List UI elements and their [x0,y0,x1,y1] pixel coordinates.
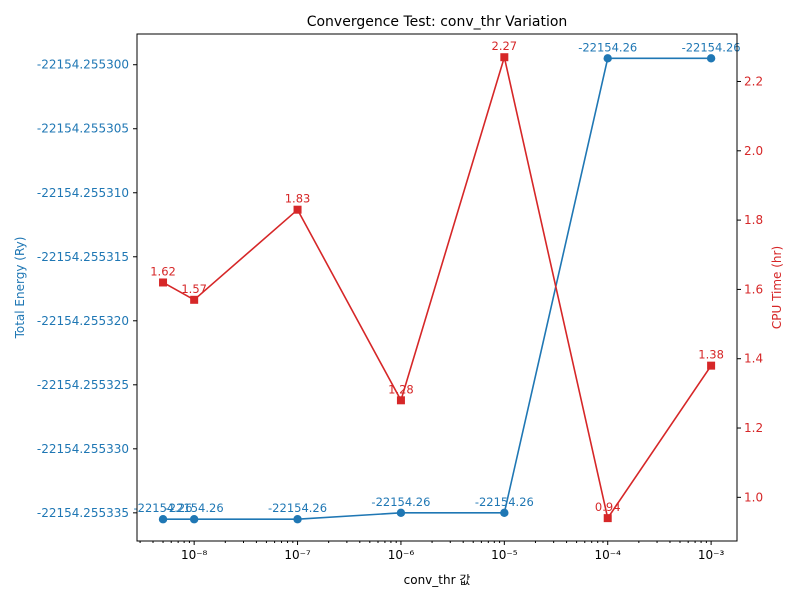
left-y-tick-label: -22154.255325 [37,378,129,392]
right-y-axis-label: CPU Time (hr) [770,246,784,329]
left-y-tick-label: -22154.255310 [37,186,129,200]
x-tick-label: 10⁻⁵ [491,548,518,562]
energy-point [396,508,406,518]
right-y-tick-label: 1.0 [744,490,763,504]
cpu-series-line [162,54,712,521]
left-y-tick-label: -22154.255330 [37,442,129,456]
cpu-data-label: 1.28 [388,382,414,396]
energy-data-label: -22154.26 [371,495,430,509]
right-y-tick-label: 1.6 [744,282,763,296]
cpu-data-label: 1.38 [698,348,724,362]
energy-data-label: -22154.26 [578,40,637,54]
energy-point [706,54,716,63]
chart-title: Convergence Test: conv_thr Variation [307,14,568,30]
plot-layer: -22154.26-22154.26 -22154.26 -22154.26 -221… [134,39,741,524]
left-y-axis-label: Total Energy (Ry) [13,237,27,340]
right-y-tick-label: 1.2 [744,421,763,435]
x-tick-label: 10⁻⁶ [388,548,415,562]
energy-point [158,515,168,524]
energy-point [500,508,509,518]
energy-series-line [163,57,712,521]
energy-point [189,515,199,524]
right-y-tick-label: 1.4 [744,352,763,366]
cpu-point [396,396,405,405]
cpu-data-label: 1.62 [150,264,176,278]
energy-point [293,515,302,524]
cpu-point [293,205,302,214]
plot-frame [136,33,738,542]
cpu-point [500,53,509,62]
x-axis-ticks: 10⁻⁸ 10⁻⁷ 10⁻⁶ 10⁻⁵ 10⁻⁴ 10⁻³ [139,541,725,562]
right-y-tick-label: 2.0 [744,144,763,158]
cpu-point [159,278,168,287]
energy-data-label: -22154.26 [475,495,534,509]
right-y-tick-label: 2.2 [744,74,763,88]
cpu-point [707,361,716,370]
x-tick-label: 10⁻⁴ [595,548,622,562]
left-y-tick-label: -22154.255305 [37,122,129,136]
cpu-point [190,295,199,304]
cpu-data-label: 2.27 [492,39,518,53]
cpu-point [603,514,612,523]
energy-data-label: -22154.26 [682,40,741,54]
cpu-data-label: 1.57 [181,282,207,296]
cpu-data-label: 0.94 [595,500,621,514]
energy-point [603,54,612,63]
energy-data-label: -22154.26 [268,501,327,515]
x-tick-label: 10⁻³ [698,548,725,562]
x-tick-label: 10⁻⁷ [284,548,311,562]
left-y-tick-label: -22154.255300 [37,58,129,72]
x-axis-label: conv_thr 값 [404,573,471,587]
energy-data-label: -22154.26 [134,501,193,515]
x-tick-label: 10⁻⁸ [181,548,208,562]
right-y-tick-label: 1.8 [744,213,763,227]
left-y-axis-ticks: -22154.255300 -22154.255305 -22154.255310 -… [37,58,137,520]
left-y-tick-label: -22154.255335 [37,506,129,520]
left-y-tick-label: -22154.255315 [37,250,129,264]
right-y-axis-ticks: 1.0 1.2 1.4 1.6 1.8 2.0 2.2 [737,74,763,504]
left-y-tick-label: -22154.255320 [37,314,129,328]
energy-data-label: -22154.26 [165,501,224,515]
cpu-data-label: 1.83 [285,192,311,206]
